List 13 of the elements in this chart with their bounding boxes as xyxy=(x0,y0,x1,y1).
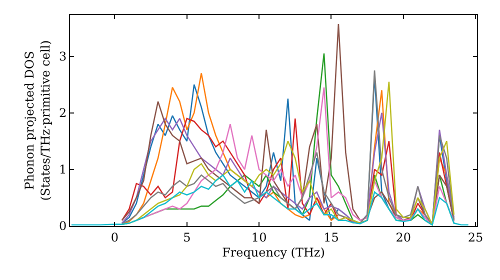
x-tick-label: 10 xyxy=(251,230,267,244)
y-tick-label: 2 xyxy=(58,106,67,120)
x-tick-label: 0 xyxy=(110,230,119,244)
x-tick-label: 20 xyxy=(396,230,412,244)
x-axis-title: Frequency (THz) xyxy=(222,245,325,260)
x-tick-label: 25 xyxy=(468,230,484,244)
y-tick-label: 0 xyxy=(58,219,67,234)
y-axis-title: Phonon projected DOS (States/THz·primitive cell) xyxy=(22,40,52,201)
x-tick-label: 15 xyxy=(324,230,339,244)
x-tick-label: 5 xyxy=(183,230,191,244)
y-tick-label: 1 xyxy=(58,162,67,177)
y-tick-label: 3 xyxy=(58,49,67,64)
line-series xyxy=(70,174,469,226)
